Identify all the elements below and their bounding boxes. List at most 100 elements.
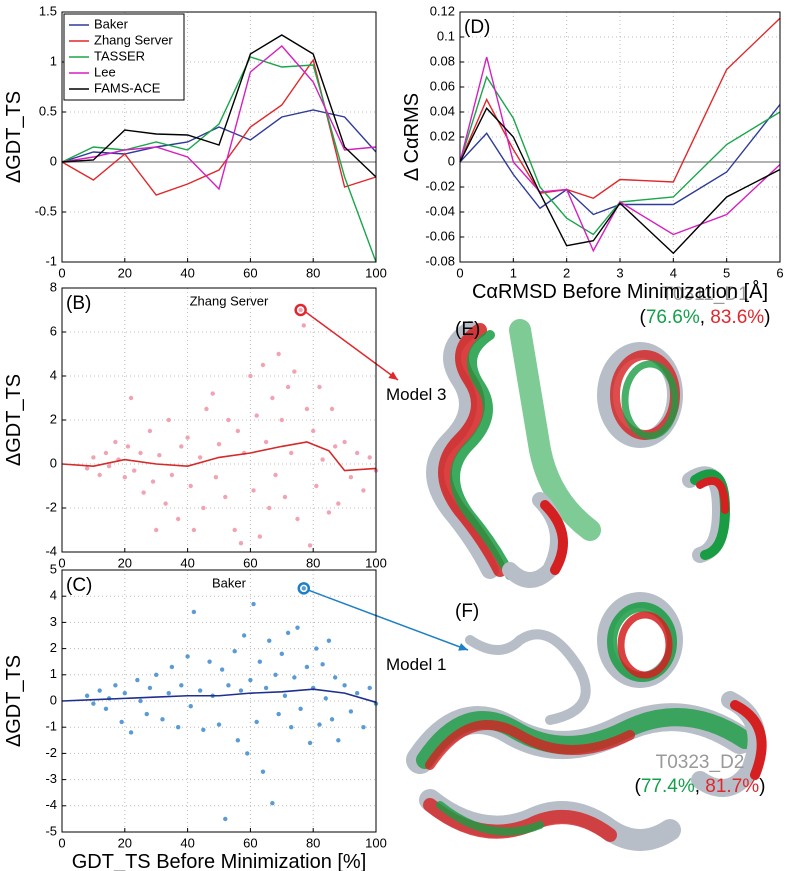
x-tick-label: 40 bbox=[180, 265, 194, 280]
series-line bbox=[61, 45, 377, 191]
point bbox=[122, 475, 128, 480]
point bbox=[257, 534, 263, 539]
y-tick-label: 1 bbox=[50, 666, 57, 681]
y-tick-label: -0.04 bbox=[425, 203, 455, 218]
panel: 020406080100-1-0.500.511.5(A)ΔGDT_TSBake… bbox=[3, 3, 387, 280]
point bbox=[223, 816, 228, 822]
panel-label: (E) bbox=[455, 319, 480, 340]
y-tick-label: 0.12 bbox=[430, 3, 455, 18]
point bbox=[169, 472, 175, 478]
y-tick-label: 1.5 bbox=[39, 3, 57, 18]
point bbox=[197, 455, 203, 460]
point bbox=[113, 439, 118, 445]
point bbox=[295, 516, 300, 522]
x-axis-label: GDT_TS Before Minimization [%] bbox=[72, 851, 367, 871]
point bbox=[128, 395, 134, 401]
x-tick-label: 2 bbox=[563, 265, 570, 280]
point bbox=[314, 646, 319, 651]
series-line bbox=[61, 109, 377, 163]
target-label: T0323_D2 bbox=[656, 752, 745, 773]
x-tick-label: 60 bbox=[243, 835, 257, 850]
panel-label: (B) bbox=[66, 293, 91, 314]
series-line bbox=[459, 56, 781, 253]
arrow-head bbox=[388, 371, 398, 380]
point bbox=[289, 450, 294, 456]
score-part: ( bbox=[640, 307, 647, 328]
plot-frame bbox=[61, 11, 377, 263]
point bbox=[263, 439, 269, 445]
x-tick-label: 0 bbox=[58, 265, 65, 280]
point bbox=[223, 494, 228, 500]
point bbox=[245, 751, 250, 756]
legend-label: FAMS-ACE bbox=[94, 80, 161, 95]
point bbox=[307, 543, 313, 548]
y-tick-label: 0 bbox=[50, 153, 57, 168]
score-label: (77.4%, 81.7%) bbox=[635, 776, 766, 797]
point bbox=[138, 450, 143, 456]
point bbox=[185, 435, 190, 440]
point bbox=[97, 688, 102, 693]
point bbox=[251, 601, 256, 607]
point bbox=[238, 688, 244, 693]
target-label: T0311_D1 bbox=[661, 284, 748, 305]
y-axis-label: ΔGDT_TS bbox=[3, 374, 25, 466]
y-tick-label: -0.02 bbox=[425, 178, 455, 193]
point bbox=[267, 505, 272, 511]
y-tick-label: -3 bbox=[45, 771, 57, 786]
point bbox=[188, 704, 193, 709]
point bbox=[135, 677, 140, 683]
x-tick-label: 0 bbox=[58, 555, 65, 570]
point bbox=[226, 417, 231, 423]
point bbox=[191, 527, 197, 533]
point bbox=[226, 683, 231, 688]
chart-title: Zhang Server bbox=[190, 293, 269, 308]
point bbox=[361, 725, 366, 730]
point bbox=[147, 685, 153, 691]
x-tick-label: 4 bbox=[670, 265, 677, 280]
point bbox=[251, 488, 256, 493]
score-part: 76.6% bbox=[646, 307, 700, 328]
y-tick-label: 2 bbox=[50, 640, 57, 655]
trend-line bbox=[61, 441, 377, 472]
point bbox=[160, 717, 165, 722]
y-tick-label: 4 bbox=[50, 367, 57, 382]
x-tick-label: 100 bbox=[365, 835, 387, 850]
point bbox=[91, 701, 96, 706]
x-tick-label: 80 bbox=[306, 265, 320, 280]
point bbox=[169, 664, 175, 670]
model-label: Model 3 bbox=[386, 385, 446, 404]
point bbox=[241, 633, 247, 638]
x-tick-label: 20 bbox=[118, 835, 132, 850]
point bbox=[273, 672, 278, 677]
y-tick-label: 0.06 bbox=[430, 78, 455, 93]
point bbox=[361, 488, 366, 493]
plot-frame bbox=[459, 11, 781, 263]
score-part: 83.6% bbox=[710, 307, 764, 328]
x-tick-label: 20 bbox=[118, 265, 132, 280]
score-part: , bbox=[695, 776, 706, 797]
y-tick-label: -4 bbox=[45, 797, 57, 812]
point bbox=[270, 800, 275, 806]
point bbox=[348, 709, 354, 714]
point bbox=[317, 384, 322, 390]
y-tick-label: 0 bbox=[50, 692, 57, 707]
score-part: 81.7% bbox=[705, 776, 759, 797]
y-tick-label: -5 bbox=[45, 823, 57, 838]
y-tick-label: -2 bbox=[45, 499, 57, 514]
point bbox=[282, 693, 288, 698]
point bbox=[84, 693, 90, 698]
x-tick-label: 100 bbox=[365, 265, 387, 280]
point bbox=[348, 475, 354, 480]
point bbox=[276, 711, 281, 717]
point bbox=[329, 406, 335, 412]
point bbox=[342, 683, 347, 688]
point bbox=[84, 466, 90, 471]
plot-frame bbox=[61, 569, 377, 833]
x-tick-label: 3 bbox=[616, 265, 623, 280]
point bbox=[106, 464, 112, 469]
panel-label: (C) bbox=[66, 575, 92, 596]
point bbox=[216, 442, 222, 447]
point bbox=[201, 505, 206, 511]
